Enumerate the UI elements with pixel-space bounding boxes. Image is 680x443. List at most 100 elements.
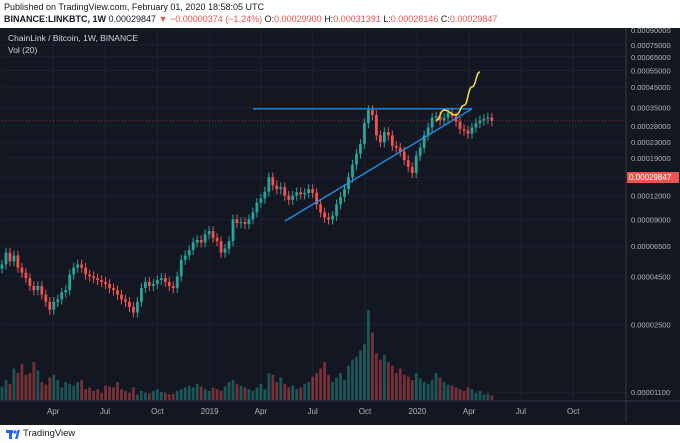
volume-bar bbox=[275, 382, 279, 400]
volume-bar bbox=[191, 387, 195, 400]
volume-bar bbox=[68, 383, 72, 400]
y-tick-label: 0.00090000 bbox=[631, 28, 671, 35]
volume-bar bbox=[351, 359, 354, 400]
open-value: 0.00029900 bbox=[274, 14, 322, 24]
y-tick-label: 0.00009000 bbox=[631, 215, 671, 224]
x-tick-label: Oct bbox=[359, 407, 372, 416]
candle-body bbox=[482, 118, 486, 121]
close-label: C: bbox=[440, 14, 450, 24]
volume-bar bbox=[355, 356, 358, 400]
volume-bar bbox=[171, 393, 175, 400]
volume-bar bbox=[76, 382, 80, 400]
volume-bar bbox=[323, 362, 326, 400]
volume-bar bbox=[100, 392, 103, 400]
candle-body bbox=[8, 252, 12, 262]
volume-bar bbox=[474, 392, 478, 400]
volume-bar bbox=[20, 364, 24, 400]
candle-body bbox=[0, 264, 4, 269]
candle-body bbox=[359, 143, 362, 154]
x-tick-label: Oct bbox=[151, 407, 164, 416]
x-tick-label: Jul bbox=[308, 407, 318, 416]
candle-body bbox=[486, 117, 490, 119]
volume-bar bbox=[367, 310, 370, 400]
candle-body bbox=[343, 189, 346, 198]
candle-body bbox=[124, 299, 127, 302]
candle-body bbox=[351, 164, 354, 178]
volume-bar bbox=[203, 389, 207, 400]
y-tick-label: 0.00004500 bbox=[631, 272, 671, 281]
volume-bar bbox=[36, 370, 40, 400]
candle-body bbox=[191, 242, 195, 250]
volume-bar bbox=[279, 377, 283, 400]
candle-body bbox=[52, 301, 56, 310]
candle-body bbox=[355, 153, 358, 165]
candle-body bbox=[12, 255, 16, 262]
volume-bar bbox=[291, 385, 295, 400]
open-label: O: bbox=[264, 14, 275, 24]
volume-bar bbox=[132, 387, 135, 400]
candle-body bbox=[458, 121, 462, 129]
x-tick-label: Apr bbox=[463, 407, 476, 416]
volume-bar bbox=[426, 383, 430, 400]
price-change: ▼ −0.00000374 (−1.24%) bbox=[158, 14, 263, 24]
candle-body bbox=[96, 278, 99, 281]
volume-bar bbox=[283, 383, 287, 400]
candle-body bbox=[434, 116, 438, 118]
y-tick-label: 0.00002500 bbox=[631, 321, 671, 330]
volume-bar bbox=[183, 387, 187, 400]
x-tick-label: 2020 bbox=[408, 407, 426, 416]
candle-body bbox=[56, 299, 60, 302]
candle-body bbox=[28, 278, 32, 287]
candle-body bbox=[167, 281, 171, 287]
candle-body bbox=[430, 117, 434, 128]
volume-bar bbox=[4, 380, 8, 400]
volume-bar bbox=[159, 391, 163, 400]
candle-body bbox=[207, 231, 211, 235]
candle-body bbox=[299, 192, 303, 195]
y-tick-label: 0.00012000 bbox=[631, 192, 671, 201]
candle-body bbox=[171, 286, 175, 289]
volume-bar bbox=[327, 374, 330, 400]
volume-bar bbox=[295, 389, 299, 400]
volume-bar bbox=[486, 393, 490, 400]
volume-bar bbox=[243, 387, 247, 400]
candle-body bbox=[462, 128, 466, 131]
candle-body bbox=[426, 127, 430, 136]
candle-body bbox=[370, 110, 374, 116]
volume-bar bbox=[462, 391, 466, 400]
volume-bar bbox=[418, 378, 422, 400]
volume-bar bbox=[402, 374, 406, 400]
candle-body bbox=[331, 215, 334, 220]
volume-bar bbox=[223, 386, 227, 400]
volume-bar bbox=[96, 389, 99, 400]
last-price: 0.00029847 bbox=[108, 14, 157, 24]
projection-curve bbox=[435, 71, 481, 122]
candle-body bbox=[16, 255, 20, 268]
volume-bar bbox=[147, 393, 151, 400]
volume-bar bbox=[16, 373, 20, 400]
volume-bar bbox=[466, 387, 470, 400]
candle-body bbox=[80, 264, 84, 268]
footer-bar: TradingView bbox=[0, 425, 680, 443]
volume-bar bbox=[450, 385, 454, 400]
candle-body bbox=[20, 267, 24, 273]
volume-bar bbox=[28, 373, 32, 400]
tradingview-brand[interactable]: TradingView bbox=[23, 428, 76, 439]
volume-bar bbox=[207, 391, 211, 400]
volume-bar bbox=[211, 387, 215, 400]
candle-body bbox=[163, 278, 167, 282]
y-tick-label: 0.00055000 bbox=[631, 66, 671, 75]
candle-body bbox=[438, 116, 442, 121]
volume-bar bbox=[88, 387, 92, 400]
tradingview-logo-icon[interactable] bbox=[6, 428, 20, 440]
volume-bar bbox=[24, 374, 28, 400]
candle-body bbox=[139, 288, 143, 302]
candle-body bbox=[311, 189, 315, 193]
candle-body bbox=[275, 185, 279, 190]
candle-body bbox=[4, 252, 8, 265]
current-price-tag: 0.00029847 bbox=[627, 172, 679, 183]
price-chart[interactable]: 0.00090000 0.00075000 0.00065000 0.00055000… bbox=[0, 28, 680, 425]
volume-bar bbox=[199, 386, 203, 400]
volume-bar bbox=[359, 350, 362, 400]
volume-bar bbox=[442, 382, 446, 400]
